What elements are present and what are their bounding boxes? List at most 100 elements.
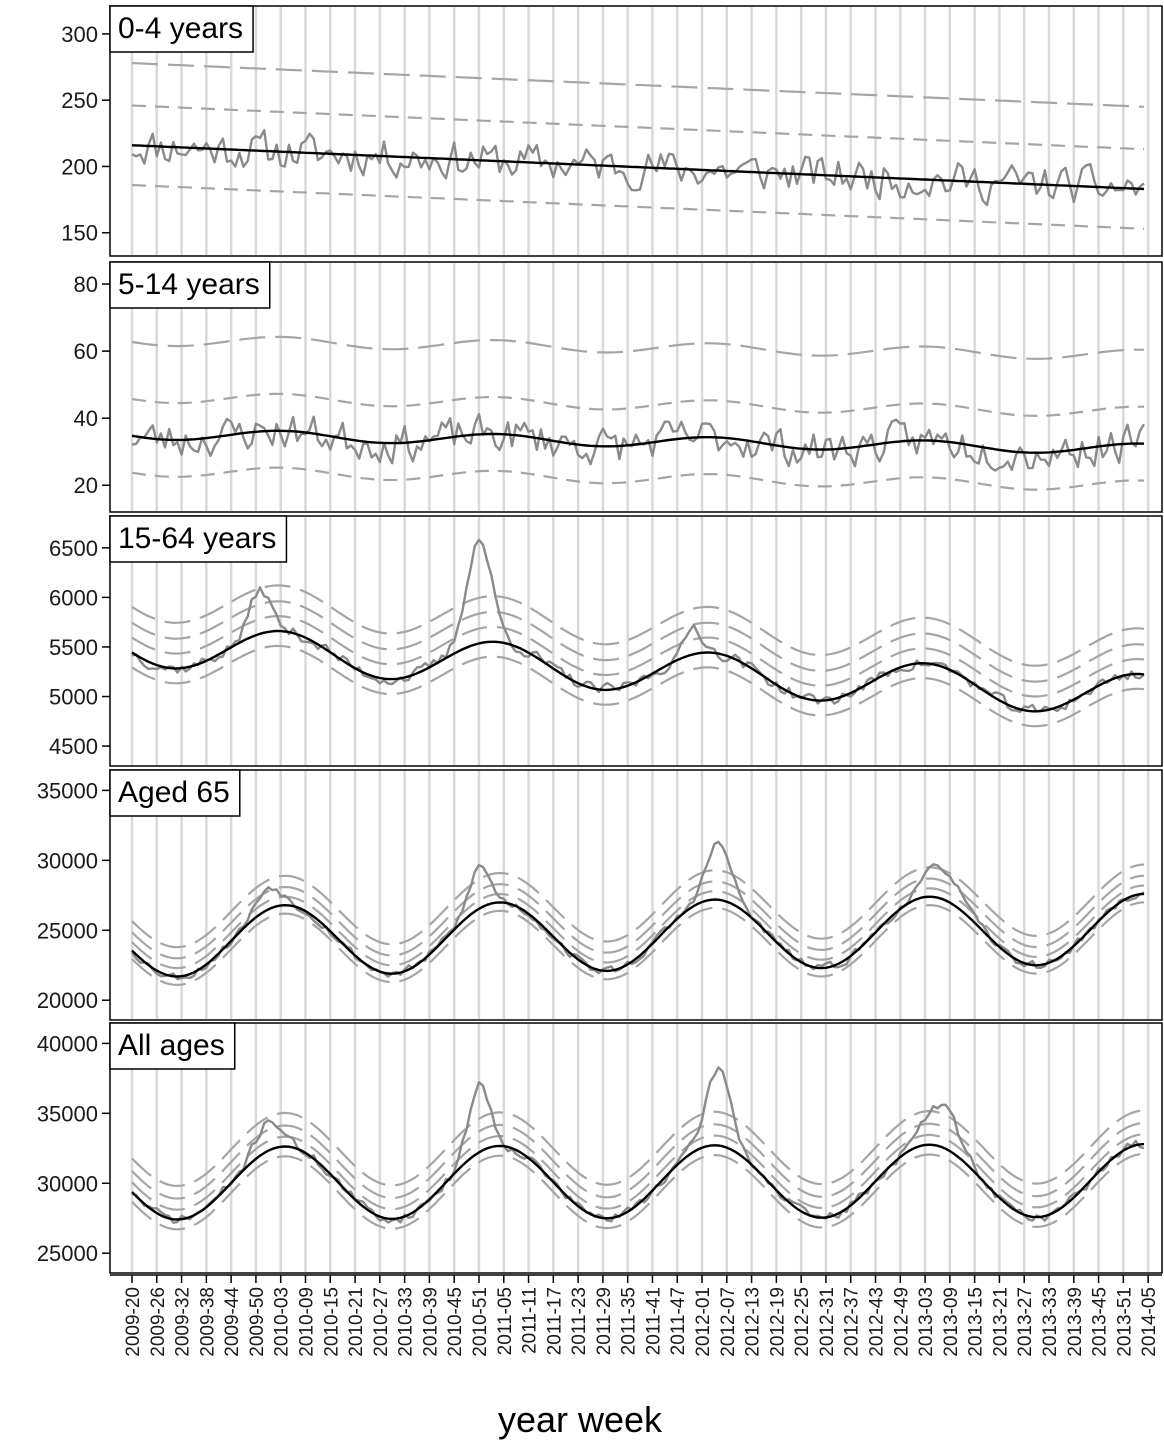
x-tick-label: 2012-07	[718, 1287, 739, 1357]
x-tick-label: 2012-19	[767, 1287, 788, 1357]
x-tick-label: 2011-47	[668, 1287, 689, 1355]
x-tick-label: 2010-33	[396, 1287, 417, 1357]
x-tick-label: 2009-32	[173, 1287, 194, 1357]
x-tick-label: 2012-37	[842, 1287, 863, 1357]
threshold-line	[131, 183, 1145, 230]
panel-3: 20000 25000 30000 35000 Aged 65	[37, 769, 1163, 1021]
threshold-line	[131, 863, 1145, 949]
panel-title-box	[109, 261, 271, 309]
x-tick-label: 2014-05	[1139, 1287, 1160, 1357]
x-tick-label: 2011-35	[619, 1287, 640, 1355]
observed-series	[131, 413, 1146, 472]
y-tick-label: 300	[61, 22, 98, 47]
panel-title-box	[109, 1022, 236, 1070]
y-tick-label: 35000	[37, 778, 98, 803]
panel-title: All ages	[118, 1029, 225, 1062]
grid-lines	[130, 1024, 1150, 1272]
x-tick-label: 2011-05	[495, 1287, 516, 1355]
x-tick-label: 2013-27	[1015, 1287, 1036, 1357]
threshold-line	[131, 1109, 1145, 1188]
x-tick-label: 2013-33	[1040, 1287, 1061, 1357]
x-tick-label: 2012-31	[817, 1287, 838, 1357]
x-tick-label: 2011-11	[520, 1287, 541, 1354]
threshold-line	[131, 104, 1145, 151]
panel-title: 5-14 years	[118, 268, 260, 301]
x-tick-label: 2009-26	[148, 1287, 169, 1357]
y-tick-label: 250	[61, 88, 98, 113]
baseline-series	[131, 429, 1145, 454]
x-tick-label: 2013-15	[966, 1287, 987, 1357]
y-tick-label: 5000	[49, 685, 98, 710]
y-tick-label: 6000	[49, 585, 98, 610]
observed-series	[131, 840, 1145, 981]
threshold-line	[131, 600, 1145, 683]
x-tick-label: 2010-21	[346, 1287, 367, 1357]
baseline-series	[131, 1142, 1145, 1221]
x-tick-label: 2010-15	[321, 1287, 342, 1357]
y-tick-label: 30000	[37, 848, 98, 873]
observed-series	[131, 129, 1145, 207]
panel-4: 25000 30000 35000 40000 All ages	[37, 1022, 1163, 1274]
threshold-line	[131, 62, 1145, 108]
panel-frame	[109, 769, 1163, 1021]
x-tick-label: 2009-20	[123, 1287, 144, 1357]
y-tick-label: 40000	[37, 1031, 98, 1056]
x-tick-label: 2012-49	[891, 1287, 912, 1357]
y-tick-label: 4500	[49, 734, 98, 759]
x-tick-label: 2013-39	[1065, 1287, 1086, 1357]
x-tick-label: 2011-41	[643, 1287, 664, 1355]
panel-0: 150 200 250 300 0-4 years	[61, 5, 1163, 257]
panel-title-box	[109, 769, 241, 817]
threshold-line	[131, 392, 1145, 418]
panel-frame	[109, 261, 1163, 513]
x-tick-label: 2010-51	[470, 1287, 491, 1357]
x-tick-label: 2013-51	[1114, 1287, 1135, 1357]
y-tick-label: 30000	[37, 1171, 98, 1196]
x-tick-label: 2012-01	[693, 1287, 714, 1357]
x-tick-label: 2013-09	[941, 1287, 962, 1357]
threshold-line	[131, 644, 1145, 728]
x-tick-label: 2009-38	[197, 1287, 218, 1357]
panel-1: 20 40 60 80 5-14 years	[74, 261, 1163, 513]
x-tick-label: 2011-17	[544, 1287, 565, 1355]
x-tick-label: 2009-50	[247, 1287, 268, 1357]
chart-panels: 150 200 250 300 0-4 years 20 40 60 80 5-14 years 4…	[37, 5, 1163, 1274]
y-tick-label: 20000	[37, 988, 98, 1013]
threshold-line	[131, 466, 1145, 491]
y-tick-label: 200	[61, 154, 98, 179]
threshold-line	[131, 1133, 1145, 1211]
threshold-line	[131, 874, 1145, 960]
x-tick-label: 2010-39	[420, 1287, 441, 1357]
baseline-series	[131, 892, 1145, 978]
panel-frame	[109, 1022, 1163, 1274]
x-axis: 2009-20 2009-26 2009-32 2009-38 2009-44 2009-…	[110, 1274, 1162, 1357]
panel-2: 4500 5000 5500 6000 6500 15-64 years	[49, 515, 1163, 767]
y-tick-label: 5500	[49, 635, 98, 660]
y-tick-label: 80	[74, 272, 98, 297]
x-tick-label: 2012-13	[743, 1287, 764, 1357]
x-tick-label: 2010-03	[272, 1287, 293, 1357]
y-tick-label: 20	[74, 473, 98, 498]
panel-title: 15-64 years	[118, 522, 276, 555]
x-tick-label: 2010-45	[445, 1287, 466, 1357]
x-tick-label: 2012-25	[792, 1287, 813, 1357]
x-tick-label: 2013-03	[916, 1287, 937, 1357]
y-tick-label: 40	[74, 406, 98, 431]
threshold-line	[131, 584, 1145, 667]
baseline-series	[131, 629, 1145, 713]
grid-lines	[130, 7, 1150, 255]
baseline-series	[131, 144, 1145, 191]
x-tick-label: 2013-45	[1090, 1287, 1111, 1357]
x-tick-label: 2013-21	[990, 1287, 1011, 1357]
x-axis-title: year week	[498, 1399, 663, 1440]
panel-title: 0-4 years	[118, 12, 243, 45]
x-tick-label: 2011-23	[569, 1287, 590, 1355]
x-tick-label: 2010-27	[371, 1287, 392, 1357]
panel-title-box	[109, 5, 254, 53]
x-tick-label: 2012-43	[867, 1287, 888, 1357]
x-tick-label: 2009-44	[222, 1287, 243, 1357]
y-tick-label: 25000	[37, 918, 98, 943]
panel-title: Aged 65	[118, 776, 230, 809]
threshold-line	[131, 335, 1145, 361]
